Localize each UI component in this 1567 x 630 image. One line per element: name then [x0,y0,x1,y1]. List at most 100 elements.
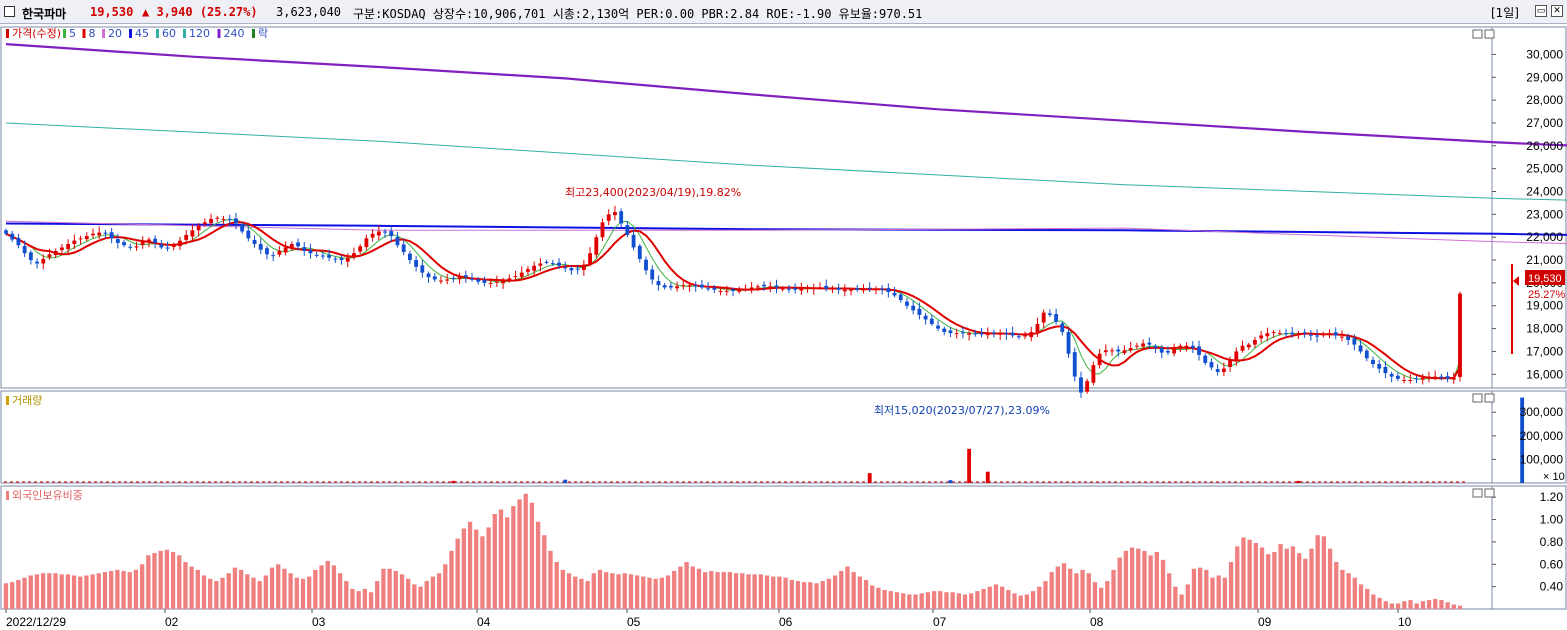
foreign-bar [715,572,720,609]
legend-item[interactable]: 45 [135,27,149,40]
foreign-bar [1241,537,1246,609]
foreign-bar [1061,563,1067,609]
candle [873,286,878,295]
candle [581,259,586,276]
candle [91,228,95,239]
panel-max-icon[interactable] [1484,393,1495,403]
foreign-bar [839,570,844,609]
foreign-bar [672,570,677,609]
foreign-bar [1445,602,1450,609]
foreign-bar [789,579,794,609]
candle [842,284,847,297]
foreign-bar [975,591,980,609]
candle [526,266,530,276]
candle [463,270,468,283]
low-annotation: 최저15,020(2023/07/27),23.09% [874,404,1050,417]
candle [16,233,21,249]
candle [1352,334,1357,351]
date-tick-label: 04 [477,615,491,629]
restore-icon[interactable]: ▭ [1535,5,1547,17]
foreign-bar [777,576,782,609]
date-tick-label: 10 [1398,615,1412,629]
volume-bar [1296,480,1301,483]
candle [1228,356,1233,372]
foreign-tick-label: 0.80 [1540,535,1564,549]
candle [644,256,648,275]
volume-tick-label: 100,000 [1520,452,1564,466]
foreign-bar [573,576,578,609]
legend-item[interactable]: 120 [189,27,210,40]
foreign-bar [962,594,968,609]
candle [358,244,363,255]
price-tick-label: 28,000 [1526,93,1563,107]
foreign-bar [1154,551,1159,609]
legend-item[interactable]: 락 [258,27,268,40]
legend-item[interactable]: 60 [162,27,176,40]
foreign-bar [925,592,931,609]
volume-legend[interactable]: 거래량 [12,394,42,407]
foreign-legend[interactable]: 외국인보유비중 [12,489,83,502]
candle [967,330,972,341]
candle [532,261,537,276]
foreign-bar [1074,573,1079,609]
legend-item[interactable]: 5 [69,27,76,40]
foreign-bar [1080,569,1085,609]
stock-chart[interactable]: 16,00017,00018,00019,00020,00021,00022,0… [0,24,1567,630]
foreign-bar [659,577,665,609]
foreign-bar [393,570,398,609]
volume-bar [867,473,872,483]
foreign-bar [987,586,992,609]
candle [507,274,512,283]
candle [960,326,965,339]
legend-item[interactable]: 240 [224,27,245,40]
foreign-bar [709,570,714,609]
candle [929,314,934,326]
candle [128,243,133,251]
panel-min-icon[interactable] [1472,393,1483,403]
foreign-bar [232,567,238,609]
candle [451,275,456,283]
candle [936,320,940,332]
foreign-bar [1142,550,1147,609]
candle [706,282,711,292]
panel-max-icon[interactable] [1484,488,1495,498]
panel-min-icon[interactable] [1472,29,1483,39]
foreign-bar [634,575,640,609]
candle [992,329,996,338]
panel-min-icon[interactable] [1472,488,1483,498]
foreign-bar [1414,603,1419,609]
foreign-tick-label: 0.60 [1540,557,1564,571]
foreign-bar [1098,587,1104,609]
panel-max-icon[interactable] [1484,29,1495,39]
candle [513,270,518,280]
foreign-bar [783,577,788,609]
candle [1445,372,1450,383]
date-tick-label: 2022/12/29 [6,615,66,629]
candle [588,247,593,267]
candle [1358,340,1363,354]
foreign-bar [480,536,485,609]
foreign-bar [999,586,1005,609]
candle [743,284,748,292]
candle [687,282,692,292]
price-tick-label: 22,000 [1526,230,1563,244]
price-tick-label: 24,000 [1526,185,1563,199]
candle [240,222,245,234]
select-checkbox[interactable] [4,6,15,17]
candle [1458,291,1462,382]
candle [277,246,282,257]
legend-item[interactable]: 20 [108,27,122,40]
candle [389,227,394,242]
legend-item[interactable]: 가격(수정) [12,27,61,40]
foreign-bar [733,573,739,609]
close-icon[interactable]: ✕ [1551,5,1563,17]
period-selector[interactable]: [1일] [1490,6,1519,20]
last-price-marker [1525,270,1565,285]
candle [755,284,760,292]
candle [1010,326,1015,338]
legend-item[interactable]: 8 [89,27,96,40]
foreign-bar [356,591,361,609]
foreign-bar [1204,569,1209,609]
candle [917,302,922,320]
foreign-bar [146,555,151,609]
